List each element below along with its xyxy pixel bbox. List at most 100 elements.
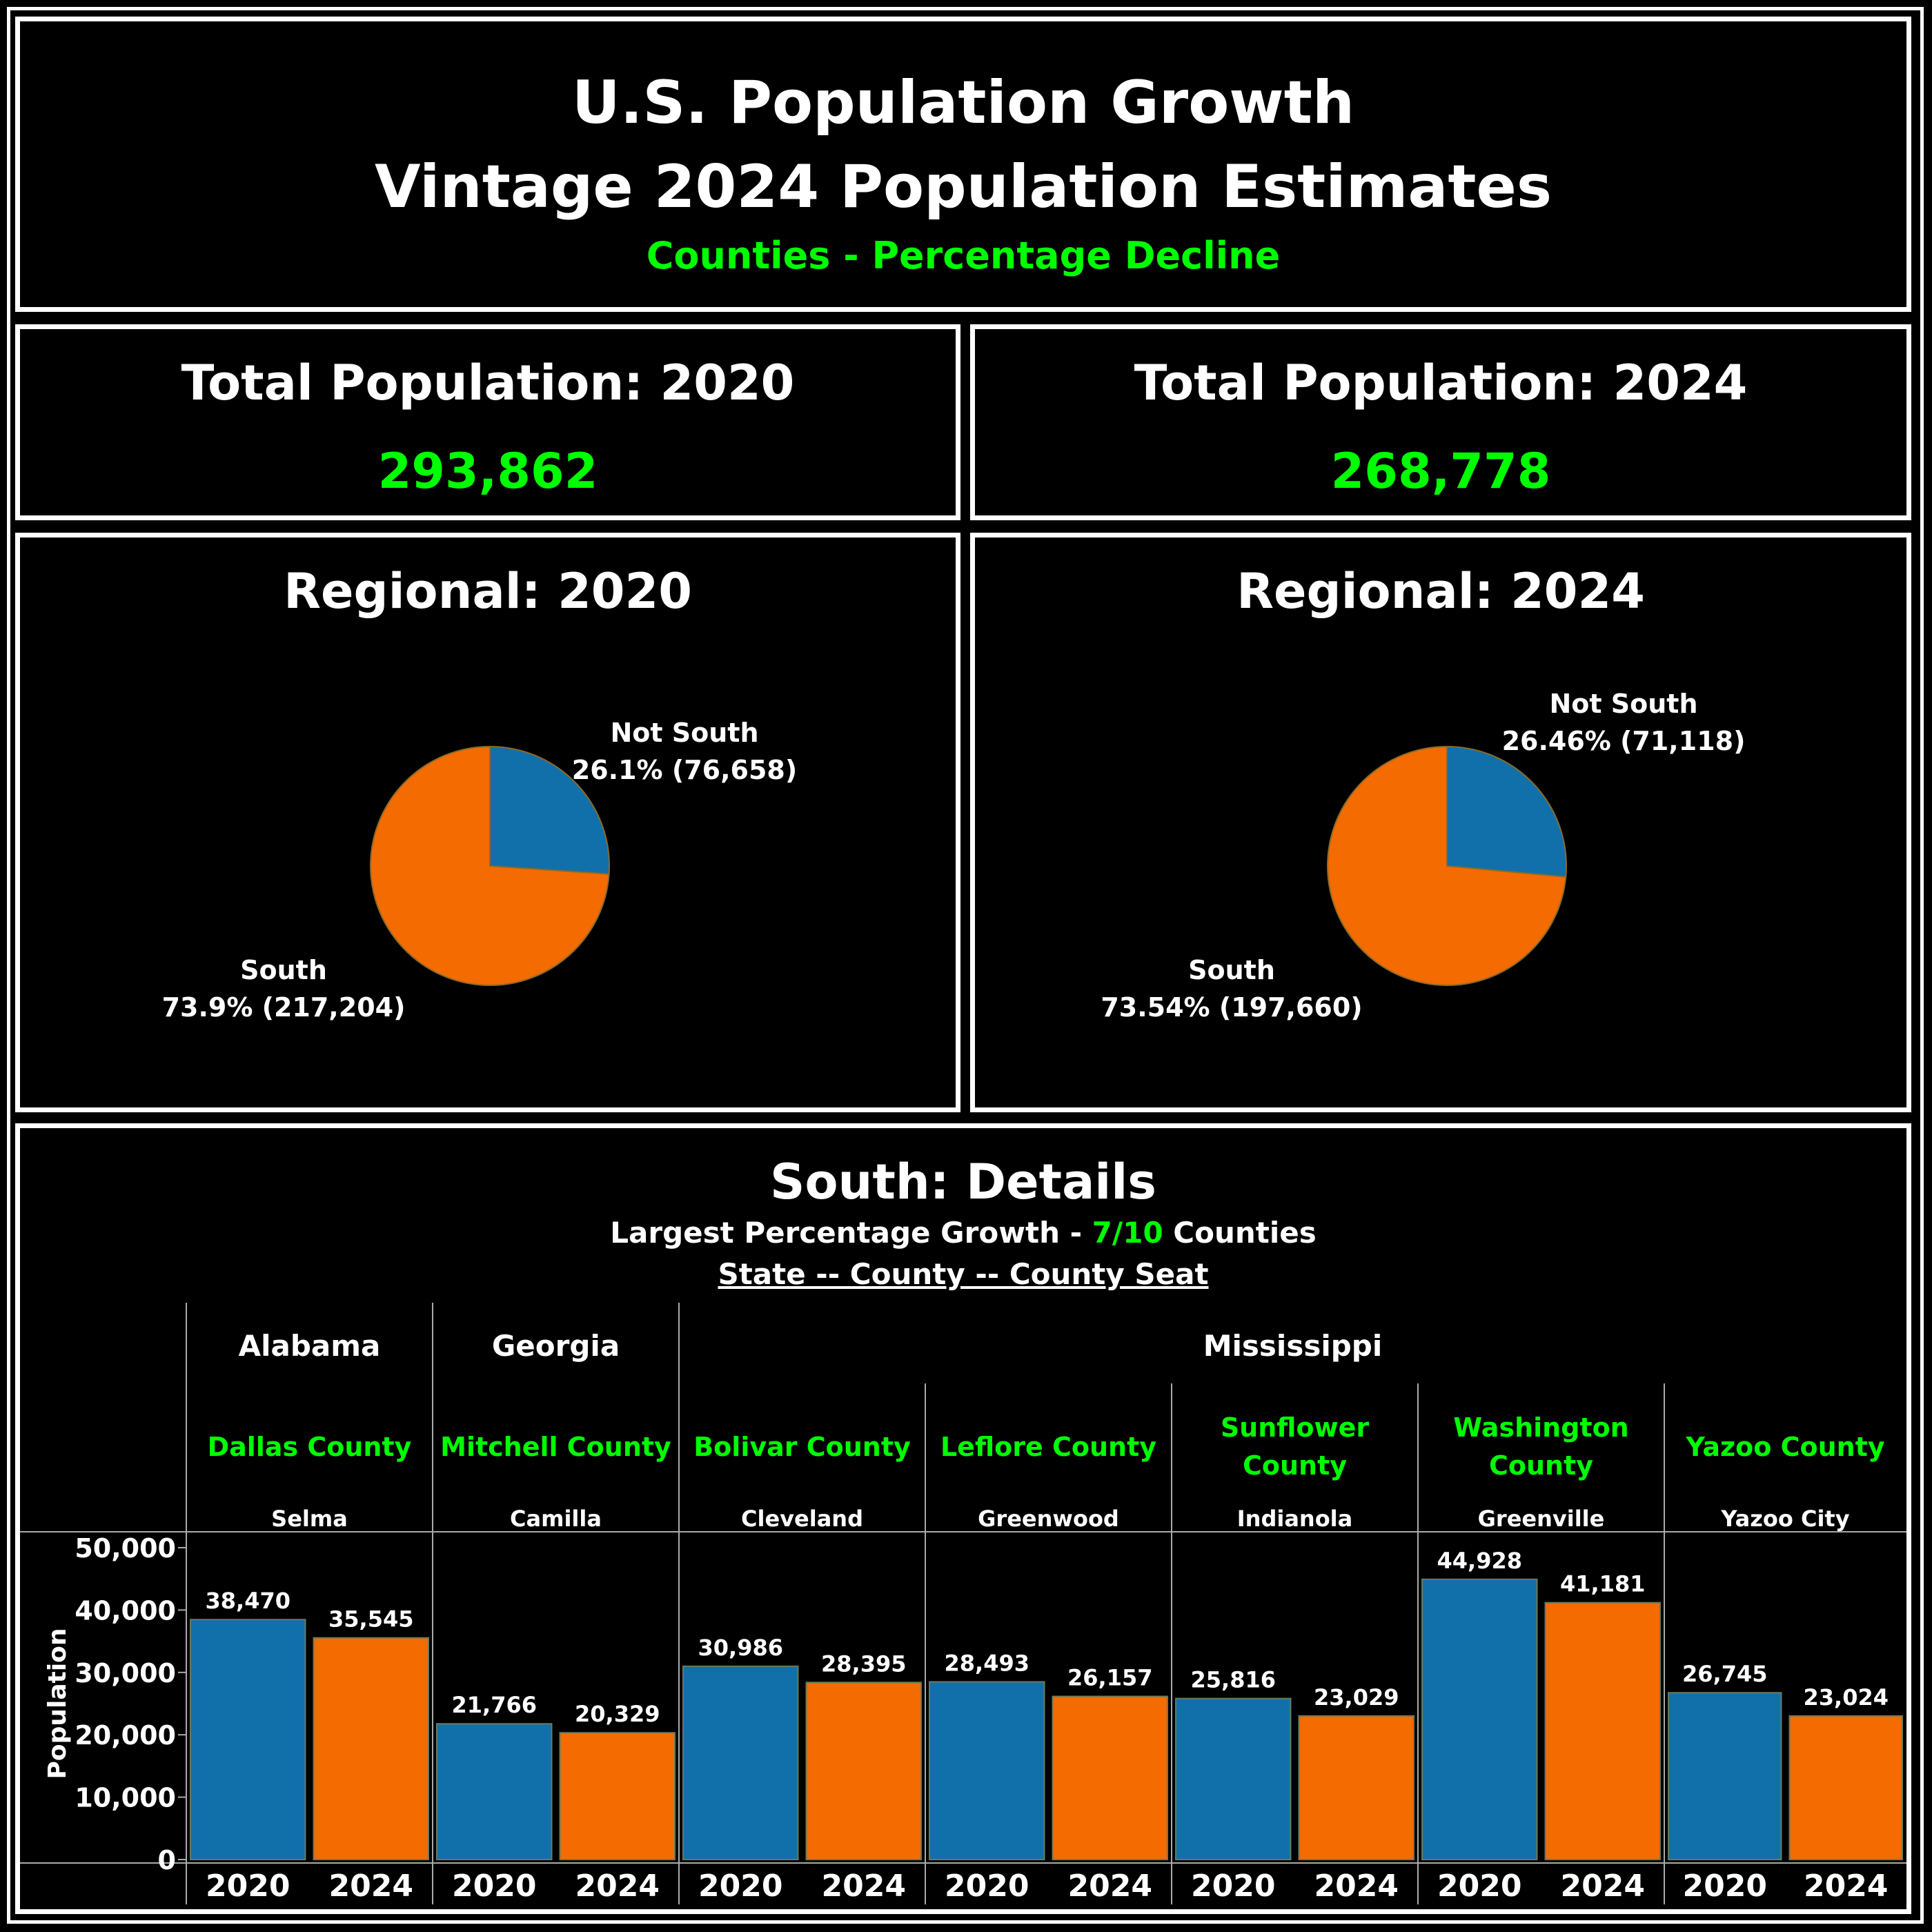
bar-label-2-2024: 28,395 — [821, 1650, 906, 1677]
kpi-label-2024: Total Population: 2024 — [1134, 355, 1748, 411]
year-label-4-2020: 2020 — [1191, 1869, 1275, 1904]
bar-label-1-2020: 21,766 — [452, 1692, 537, 1718]
header-panel: U.S. Population Growth Vintage 2024 Popu… — [15, 17, 1911, 312]
county-header-2: Bolivar County — [693, 1432, 911, 1462]
dashboard-border — [7, 7, 1924, 1924]
bar-2-2020 — [682, 1665, 799, 1860]
bar-5-2024 — [1544, 1601, 1661, 1860]
kpi-label-2020: Total Population: 2020 — [181, 355, 795, 411]
pie-label-2024-0-value: 26.46% (71,118) — [1502, 726, 1746, 756]
page-subtitle: Counties - Percentage Decline — [646, 234, 1281, 277]
state-header-alabama: Alabama — [239, 1329, 381, 1363]
bar-label-6-2024: 23,024 — [1804, 1684, 1889, 1711]
regional-title-2020: Regional: 2020 — [284, 563, 692, 620]
year-label-2-2024: 2024 — [822, 1869, 906, 1904]
pie-slice-2024-not-south — [1446, 745, 1567, 878]
year-label-5-2020: 2020 — [1437, 1869, 1521, 1904]
pie-slice-2020-south — [370, 745, 610, 986]
year-label-0-2024: 2024 — [329, 1869, 413, 1904]
bar-4-2020 — [1175, 1697, 1292, 1860]
page-title-line1: U.S. Population Growth — [571, 68, 1355, 137]
county-header-0: Dallas County — [208, 1432, 412, 1462]
pie-label-2024-1-name: South — [1188, 955, 1275, 985]
y-tick-label-50000: 50,000 — [75, 1533, 176, 1564]
county-header-4-line2: County — [1243, 1450, 1347, 1481]
kpi-panel-2020: Total Population: 2020 293,862 — [15, 324, 960, 520]
state-header-georgia: Georgia — [492, 1329, 620, 1363]
y-tick-label-20000: 20,000 — [75, 1720, 176, 1751]
pie-label-2020-1-name: South — [240, 955, 327, 985]
year-label-1-2020: 2020 — [452, 1869, 536, 1904]
bar-5-2020 — [1421, 1578, 1538, 1860]
bar-3-2020 — [929, 1681, 1045, 1860]
county-seat-6: Yazoo City — [1720, 1506, 1849, 1532]
county-seat-5: Greenville — [1478, 1506, 1605, 1532]
year-label-5-2024: 2024 — [1561, 1869, 1645, 1904]
pie-label-2024-0-name: Not South — [1549, 689, 1697, 719]
bar-6-2024 — [1788, 1715, 1903, 1860]
county-seat-3: Greenwood — [978, 1506, 1119, 1532]
page-title-line2: Vintage 2024 Population Estimates — [374, 152, 1552, 221]
pie-chart-2020: Not South 26.1% (76,658) South 73.9% (217,2… — [162, 718, 798, 1023]
details-hierarchy-label: State -- County -- County Seat — [718, 1257, 1209, 1291]
regional-panel-2024: Regional: 2024 Not South 26.46% (71,118) S… — [970, 533, 1911, 1112]
county-header-5-line2: County — [1489, 1450, 1593, 1481]
bar-label-1-2024: 20,329 — [575, 1701, 660, 1727]
kpi-panel-2024: Total Population: 2024 268,778 — [970, 324, 1911, 520]
bar-chart: Alabama Georgia Mississippi Dallas County Se… — [20, 1303, 1906, 1904]
bar-label-4-2020: 25,816 — [1191, 1667, 1276, 1693]
kpi-value-2020: 293,862 — [377, 443, 598, 500]
y-tick-label-0: 0 — [158, 1845, 176, 1875]
y-axis-label: Population — [43, 1628, 72, 1779]
county-seat-0: Selma — [271, 1506, 348, 1532]
county-header-4-line1: Sunflower — [1221, 1412, 1370, 1443]
bar-label-0-2020: 38,470 — [206, 1588, 290, 1614]
county-seat-2: Cleveland — [741, 1506, 863, 1532]
year-label-0-2020: 2020 — [206, 1869, 290, 1904]
details-subtitle-post: Counties — [1163, 1216, 1317, 1250]
y-tick-label-40000: 40,000 — [75, 1595, 176, 1626]
year-label-4-2024: 2024 — [1314, 1869, 1399, 1904]
pie-label-2020-1-value: 73.9% (217,204) — [162, 992, 406, 1023]
south-details-panel: South: Details Largest Percentage Growth… — [15, 1123, 1911, 1914]
bar-1-2024 — [559, 1732, 676, 1860]
bar-6-2020 — [1668, 1692, 1782, 1861]
regional-title-2024: Regional: 2024 — [1236, 563, 1645, 620]
bar-label-3-2024: 26,157 — [1067, 1665, 1152, 1691]
year-label-6-2024: 2024 — [1804, 1869, 1888, 1904]
pie-slice-2020-not-south — [489, 745, 610, 875]
bar-1-2020 — [436, 1723, 553, 1860]
bar-label-3-2020: 28,493 — [945, 1650, 1029, 1676]
details-title: South: Details — [770, 1154, 1156, 1210]
bar-3-2024 — [1052, 1695, 1168, 1860]
year-label-2-2020: 2020 — [698, 1869, 782, 1904]
pie-label-2024-1-value: 73.54% (197,660) — [1101, 992, 1362, 1023]
bar-4-2024 — [1298, 1715, 1414, 1860]
bar-label-5-2020: 44,928 — [1437, 1548, 1522, 1574]
bar-label-6-2020: 26,745 — [1682, 1661, 1767, 1687]
y-tick-label-10000: 10,000 — [75, 1783, 176, 1813]
bar-label-2-2020: 30,986 — [698, 1635, 783, 1661]
bar-2-2024 — [805, 1682, 922, 1860]
y-tick-label-30000: 30,000 — [75, 1658, 176, 1688]
year-label-1-2024: 2024 — [575, 1869, 660, 1904]
county-header-3: Leflore County — [940, 1432, 1156, 1462]
bar-label-5-2024: 41,181 — [1560, 1571, 1645, 1597]
state-header-mississippi: Mississippi — [1203, 1329, 1383, 1363]
county-seat-1: Camilla — [510, 1506, 602, 1532]
year-label-3-2020: 2020 — [945, 1869, 1029, 1904]
details-subtitle-highlight: 7/10 — [1092, 1216, 1163, 1250]
county-seat-4: Indianola — [1237, 1506, 1352, 1532]
county-header-5-line1: Washington — [1453, 1412, 1628, 1443]
year-label-6-2020: 2020 — [1683, 1869, 1767, 1904]
bar-0-2020 — [190, 1619, 306, 1860]
regional-panel-2020: Regional: 2020 Not South 26.1% (76,658) So… — [15, 533, 960, 1112]
county-header-1: Mitchell County — [440, 1432, 671, 1462]
bar-0-2024 — [313, 1637, 429, 1861]
details-subtitle-pre: Largest Percentage Growth - — [610, 1216, 1092, 1250]
kpi-value-2024: 268,778 — [1330, 443, 1551, 500]
pie-label-2020-0-value: 26.1% (76,658) — [572, 755, 797, 785]
year-label-3-2024: 2024 — [1068, 1869, 1152, 1904]
county-header-6: Yazoo County — [1685, 1432, 1884, 1462]
